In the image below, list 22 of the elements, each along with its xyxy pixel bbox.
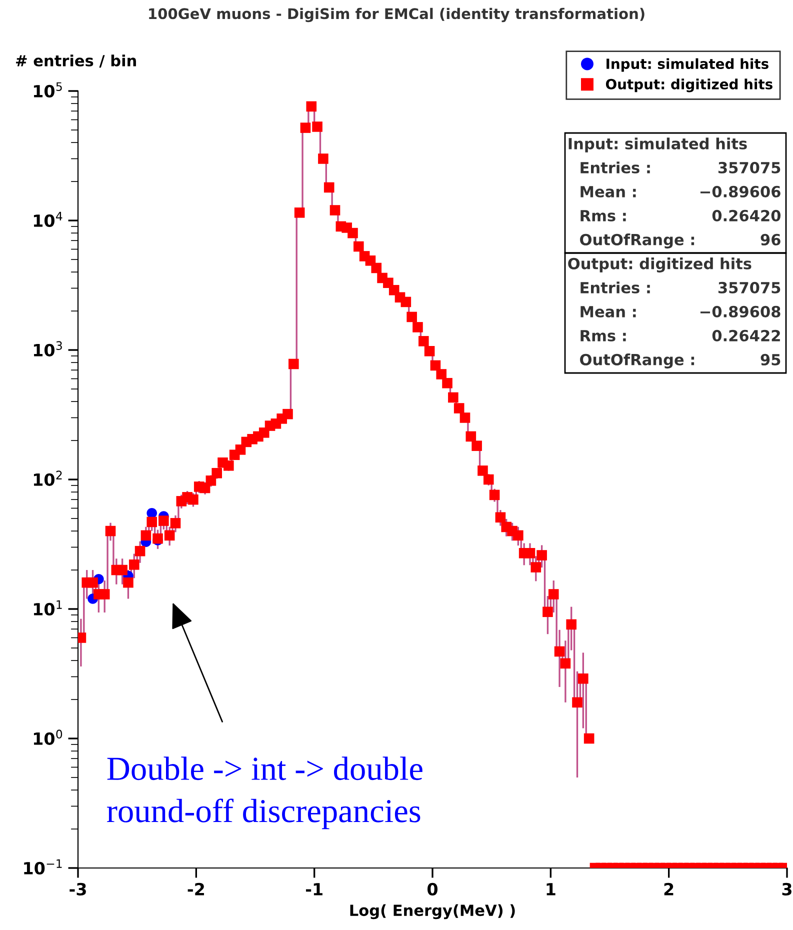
y-tick-label: 10$^{2}$ [34, 470, 62, 486]
x-tick-label: 3 [782, 882, 792, 896]
text: Output: digitized hits Entries : 357075 Mean : −0.89608 Rms : 0.26422 OutOfRange : 95 [568, 258, 780, 368]
x-tick-label: 1 [546, 883, 556, 896]
y-tick-label: 10$^{1}$ [34, 600, 62, 616]
text: Input: simulated hits Entries : 357075 Mean : −0.89606 Rms : 0.26420 OutOfRange : 96 [568, 138, 781, 248]
y-tick-label: 10$^{4}$ [34, 212, 62, 227]
x-tick-label: 0 [428, 882, 438, 896]
legend-label: Output: digitized hits [606, 78, 772, 92]
y-axis-title: # entries / bin [16, 54, 136, 68]
y-tick-label: 10$^{5}$ [34, 82, 62, 98]
y-tick-label: 10$^{3}$ [34, 341, 62, 356]
legend-label: Input: simulated hits [606, 58, 768, 72]
x-tick-label: -3 [70, 882, 86, 896]
x-axis-title: Log( Energy(MeV) ) [350, 904, 515, 920]
y-tick-label: 10$^{0}$ [34, 730, 62, 745]
x-tick-label: 2 [664, 882, 674, 896]
x-tick-label: -2 [188, 882, 204, 896]
y-tick-label: 10$^{−1}$ [24, 859, 62, 874]
annotation: Double -> int -> double round-off discrepancies [107, 756, 422, 830]
chart-title: 100GeV muons - DigiSim for EMCal (identity transformation) [149, 8, 644, 22]
x-tick-label: -1 [306, 883, 322, 896]
